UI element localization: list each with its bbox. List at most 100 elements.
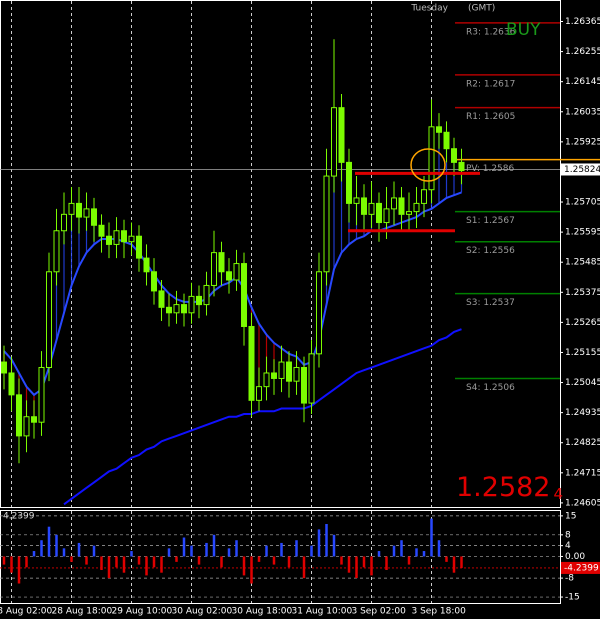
current-value-label: -4.2399 (564, 563, 599, 573)
candle-body (128, 235, 135, 243)
pivot-label: R1: 1.2605 (466, 112, 515, 122)
candle-body (286, 361, 292, 382)
y-tick-label: 1.25595 (565, 228, 600, 238)
y-tick-label: 1.24605 (565, 498, 600, 508)
candle-body (83, 208, 90, 218)
y-tick-label: 4 (565, 541, 571, 551)
x-tick-label: 30 Aug 18:00 (232, 607, 293, 617)
y-tick-label: 1.24825 (565, 438, 600, 448)
y-tick-label: 0.00 (565, 552, 585, 562)
candle-body (398, 197, 405, 215)
candle-body (428, 126, 435, 191)
candle-body (458, 161, 465, 172)
candle-body (421, 189, 427, 204)
candle-body (233, 263, 240, 281)
x-tick-label: 30 Aug 02:00 (172, 607, 233, 617)
candle-body (31, 416, 37, 423)
candle-body (23, 416, 30, 437)
y-tick-label: 1.24935 (565, 408, 600, 418)
pivot-label: R2: 1.2617 (466, 79, 515, 89)
candle-body (391, 197, 397, 210)
y-tick-label: 1.25375 (565, 288, 600, 298)
candle-body (278, 361, 285, 379)
current-price-label: 1.25824 (564, 165, 600, 175)
x-tick-label: 3 Sep 18:00 (412, 607, 467, 617)
y-tick-label: 1.25045 (565, 378, 600, 388)
candle-body (143, 257, 150, 273)
pivot-label: R3: 1.2636 (466, 27, 516, 37)
moving-average (63, 328, 462, 506)
candle-body (76, 202, 82, 218)
oscillator-panel-frame (0, 510, 561, 604)
candle-body (293, 367, 300, 382)
y-tick-label: 1.26365 (565, 17, 600, 27)
candle-body (211, 252, 217, 286)
candle-body (353, 197, 360, 204)
candle-body (173, 304, 180, 314)
y-tick-label: -15 (565, 593, 580, 603)
candle-body (188, 295, 195, 314)
candle-body (196, 295, 202, 306)
candle-body (218, 252, 225, 273)
y-tick-label: 1.25925 (565, 137, 600, 147)
candle-body (181, 304, 187, 314)
x-tick-label: 3 Sep 02:00 (352, 607, 407, 617)
candle-body (308, 353, 315, 404)
y-tick-label: -8 (565, 574, 574, 584)
candle-body (331, 107, 337, 177)
pivot-label: S1: 1.2567 (466, 216, 515, 226)
candle-body (241, 263, 247, 327)
x-tick-label: 31 Aug 10:00 (292, 607, 353, 617)
candle-body (121, 230, 127, 243)
candle-body (406, 211, 412, 215)
pivot-label: S4: 1.2506 (466, 383, 515, 393)
candle-body (301, 367, 307, 404)
big-price-pipette: 4 (553, 485, 563, 503)
candle-body (361, 197, 367, 215)
candle-body (203, 284, 210, 306)
candle-body (271, 372, 277, 379)
x-tick-label: 28 Aug 18:00 (52, 607, 113, 617)
candle-body (98, 224, 105, 237)
y-tick-label: 1.25705 (565, 198, 600, 208)
candle-body (16, 394, 22, 437)
candle-body (166, 306, 172, 314)
current-value-tag (561, 561, 600, 574)
candle-body (151, 271, 157, 292)
candle-body (248, 325, 255, 401)
x-tick-label: 29 Aug 10:00 (112, 607, 173, 617)
candle-body (136, 235, 142, 259)
candle-body (443, 131, 450, 150)
candle-body (263, 372, 270, 388)
candle-body (158, 290, 165, 308)
oscillator-plot (0, 511, 560, 603)
highlight-circle (410, 148, 446, 182)
candle-body (113, 230, 120, 245)
y-tick-label: 1.26145 (565, 77, 600, 87)
header-day: Tuesday (410, 4, 448, 14)
candle-body (346, 161, 352, 204)
current-price-tag (561, 163, 600, 176)
candle-body (38, 367, 45, 423)
candle-body (256, 386, 262, 401)
candle-body (338, 107, 345, 163)
pivot-label: S2: 1.2556 (466, 246, 515, 256)
big-price-main: 1.2582 (456, 472, 550, 503)
y-tick-label: 8 (565, 530, 571, 540)
candle-body (413, 202, 420, 213)
candle-body (316, 271, 322, 355)
candle-body (61, 213, 67, 232)
candle-body (226, 271, 232, 281)
x-tick-label: 28 Aug 02:00 (0, 607, 52, 617)
candle-body (68, 202, 75, 215)
candle-body (8, 372, 15, 396)
big-price: 1.2582 4 (456, 472, 563, 503)
candle-body (383, 208, 390, 224)
candle-body (376, 202, 382, 224)
signal-label: BUY (506, 20, 541, 40)
candle-body (451, 148, 457, 163)
